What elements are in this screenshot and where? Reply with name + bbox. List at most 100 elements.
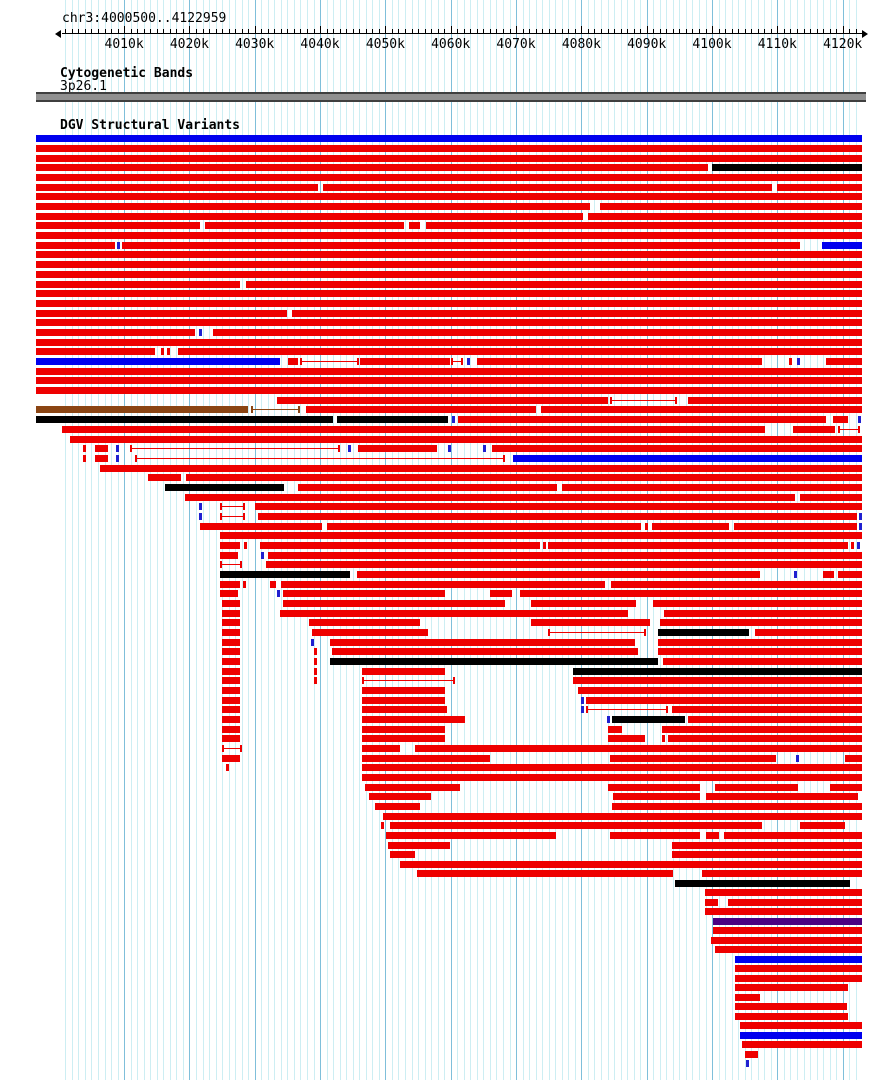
variant-bar-red[interactable]	[362, 697, 445, 704]
variant-tick-red[interactable]	[83, 455, 86, 462]
variant-bar-purple[interactable]	[713, 918, 862, 925]
variant-bar-red[interactable]	[755, 629, 862, 636]
variant-bar-red[interactable]	[660, 619, 862, 626]
variant-bar-red[interactable]	[713, 927, 862, 934]
variant-tick-blue[interactable]	[348, 445, 351, 452]
variant-bar-red[interactable]	[213, 329, 862, 336]
variant-bar-red[interactable]	[95, 445, 108, 452]
variant-bar-red[interactable]	[362, 716, 465, 723]
variant-tick-blue[interactable]	[199, 503, 202, 510]
variant-tick-blue[interactable]	[199, 329, 202, 336]
cytoband-3p26-1[interactable]	[36, 92, 866, 102]
variant-bar-red[interactable]	[220, 542, 240, 549]
variant-bar-red[interactable]	[222, 629, 240, 636]
variant-tick-red[interactable]	[314, 677, 317, 684]
variant-bar-red[interactable]	[477, 358, 762, 365]
variant-bar-red[interactable]	[417, 870, 673, 877]
variant-bar-red[interactable]	[362, 706, 447, 713]
variant-tick-blue[interactable]	[859, 523, 862, 530]
variant-bar-red[interactable]	[588, 213, 862, 220]
variant-bar-red[interactable]	[281, 581, 605, 588]
variant-bar-red[interactable]	[222, 755, 240, 762]
variant-bar-red[interactable]	[222, 639, 240, 646]
variant-connector-line[interactable]	[220, 503, 245, 510]
variant-bar-red[interactable]	[36, 261, 862, 268]
variant-bar-red[interactable]	[362, 687, 445, 694]
variant-tick-red[interactable]	[543, 542, 546, 549]
variant-bar-blue[interactable]	[36, 135, 862, 142]
variant-bar-red[interactable]	[705, 908, 862, 915]
variant-tick-red[interactable]	[314, 668, 317, 675]
variant-tick-blue[interactable]	[797, 358, 800, 365]
variant-bar-red[interactable]	[270, 581, 276, 588]
variant-bar-red[interactable]	[658, 648, 862, 655]
variant-bar-black[interactable]	[36, 416, 333, 423]
variant-bar-red[interactable]	[672, 851, 862, 858]
variant-connector-line[interactable]	[135, 455, 505, 462]
variant-bar-red[interactable]	[541, 406, 862, 413]
variant-bar-red[interactable]	[663, 658, 862, 665]
variant-bar-blue[interactable]	[735, 956, 862, 963]
variant-bar-red[interactable]	[390, 822, 762, 829]
variant-bar-red[interactable]	[742, 1041, 862, 1048]
variant-bar-red[interactable]	[330, 639, 635, 646]
variant-tick-red[interactable]	[167, 348, 170, 355]
variant-bar-red[interactable]	[288, 358, 298, 365]
variant-bar-red[interactable]	[362, 726, 445, 733]
variant-bar-red[interactable]	[222, 600, 240, 607]
variant-tick-red[interactable]	[789, 358, 792, 365]
variant-bar-red[interactable]	[70, 436, 862, 443]
variant-bar-red[interactable]	[734, 523, 857, 530]
variant-bar-red[interactable]	[706, 832, 719, 839]
variant-bar-red[interactable]	[706, 793, 858, 800]
variant-tick-blue[interactable]	[581, 706, 584, 713]
variant-bar-red[interactable]	[36, 242, 115, 249]
variant-bar-red[interactable]	[573, 677, 862, 684]
variant-bar-red[interactable]	[100, 465, 862, 472]
variant-bar-brown[interactable]	[36, 406, 248, 413]
variant-tick-blue[interactable]	[467, 358, 470, 365]
variant-bar-red[interactable]	[36, 281, 240, 288]
variant-tick-blue[interactable]	[311, 639, 314, 646]
variant-bar-red[interactable]	[735, 1003, 847, 1010]
variant-bar-red[interactable]	[777, 184, 862, 191]
variant-bar-red[interactable]	[36, 164, 708, 171]
variant-bar-red[interactable]	[323, 184, 772, 191]
variant-bar-red[interactable]	[711, 937, 862, 944]
variant-bar-red[interactable]	[283, 600, 505, 607]
variant-bar-red[interactable]	[715, 784, 798, 791]
variant-connector-line[interactable]	[220, 561, 242, 568]
variant-tick-red[interactable]	[314, 648, 317, 655]
variant-tick-blue[interactable]	[794, 571, 797, 578]
variant-bar-black[interactable]	[675, 880, 850, 887]
variant-bar-red[interactable]	[222, 648, 240, 655]
variant-bar-red[interactable]	[426, 222, 862, 229]
variant-connector-line[interactable]	[130, 445, 340, 452]
variant-bar-red[interactable]	[220, 590, 238, 597]
variant-bar-red[interactable]	[833, 416, 848, 423]
variant-bar-red[interactable]	[280, 610, 628, 617]
variant-connector-line[interactable]	[251, 406, 300, 413]
variant-tick-red[interactable]	[226, 764, 229, 771]
variant-tick-blue[interactable]	[277, 590, 280, 597]
variant-bar-red[interactable]	[362, 668, 445, 675]
variant-bar-red[interactable]	[735, 965, 862, 972]
variant-bar-red[interactable]	[845, 755, 862, 762]
variant-bar-red[interactable]	[613, 793, 700, 800]
variant-bar-red[interactable]	[388, 842, 450, 849]
variant-bar-red[interactable]	[222, 677, 240, 684]
variant-bar-red[interactable]	[222, 668, 240, 675]
variant-bar-red[interactable]	[266, 561, 862, 568]
variant-bar-red[interactable]	[362, 774, 862, 781]
variant-bar-red[interactable]	[612, 803, 862, 810]
variant-connector-line[interactable]	[548, 629, 646, 636]
variant-tick-blue[interactable]	[607, 716, 610, 723]
variant-tick-blue[interactable]	[857, 542, 860, 549]
variant-tick-red[interactable]	[662, 735, 665, 742]
variant-bar-red[interactable]	[36, 290, 862, 297]
variant-bar-red[interactable]	[672, 706, 862, 713]
variant-bar-red[interactable]	[36, 329, 195, 336]
variant-bar-red[interactable]	[222, 716, 240, 723]
variant-tick-red[interactable]	[314, 658, 317, 665]
variant-tick-red[interactable]	[161, 348, 164, 355]
